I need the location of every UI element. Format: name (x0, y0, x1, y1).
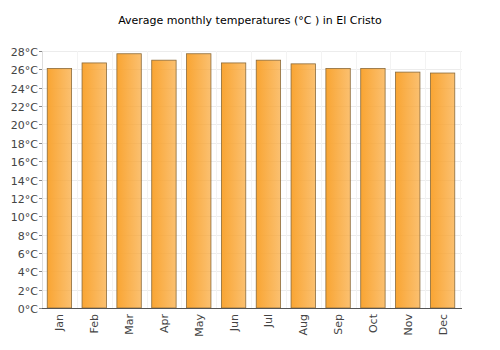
x-tick-label: Nov (402, 314, 415, 336)
x-tick-label: Jul (262, 314, 275, 328)
x-tick-label: Apr (158, 314, 171, 334)
bar (82, 63, 106, 308)
x-tick-label: Oct (367, 313, 380, 333)
y-tick-label: 22°C (11, 101, 38, 114)
y-tick (39, 88, 42, 89)
y-tick-label: 16°C (11, 156, 38, 169)
grid-line-vertical (42, 51, 43, 308)
y-tick-label: 26°C (11, 64, 38, 77)
grid-line-vertical (286, 51, 287, 308)
grid-line (42, 308, 462, 309)
bar (256, 60, 280, 308)
grid-line-vertical (425, 51, 426, 308)
x-tick-label: Jun (228, 314, 241, 332)
y-tick-label: 6°C (18, 248, 38, 261)
y-tick (39, 290, 42, 291)
grid-line-vertical (356, 51, 357, 308)
y-tick-label: 14°C (11, 175, 38, 188)
y-tick (39, 271, 42, 272)
bar (291, 64, 315, 308)
bar (152, 60, 176, 308)
x-tick-label: May (193, 314, 206, 337)
y-tick (39, 198, 42, 199)
y-tick-label: 12°C (11, 193, 38, 206)
y-tick (39, 69, 42, 70)
y-tick-label: 8°C (18, 230, 38, 243)
bar (221, 63, 245, 308)
bar (117, 54, 141, 308)
grid-line-vertical (216, 51, 217, 308)
bar (47, 68, 71, 308)
x-tick-label: Aug (297, 314, 310, 335)
grid-line-vertical (112, 51, 113, 308)
bars (47, 54, 455, 308)
chart-container: Average monthly temperatures (°C ) in El… (0, 0, 500, 350)
x-tick-label: Dec (437, 314, 450, 335)
x-tick-label: Jan (53, 314, 66, 332)
y-tick (39, 106, 42, 107)
y-tick (39, 143, 42, 144)
grid-line-vertical (77, 51, 78, 308)
y-tick-label: 10°C (11, 211, 38, 224)
chart: Average monthly temperatures (°C ) in El… (0, 0, 500, 350)
y-axis (42, 51, 43, 308)
grid-line-vertical (321, 51, 322, 308)
x-axis (42, 308, 462, 309)
x-tick-label: Mar (123, 314, 136, 335)
y-tick (39, 235, 42, 236)
grid-line-vertical (251, 51, 252, 308)
bar (326, 68, 350, 308)
grid-line-vertical (181, 51, 182, 308)
bar (187, 54, 211, 308)
x-tick-label: Feb (88, 314, 101, 333)
bar (361, 68, 385, 308)
y-tick (39, 253, 42, 254)
x-tick-label: Sep (332, 314, 345, 335)
y-tick-label: 24°C (11, 83, 38, 96)
y-tick-label: 28°C (11, 46, 38, 59)
y-tick-label: 2°C (18, 285, 38, 298)
grid-line-vertical (147, 51, 148, 308)
y-tick-label: 20°C (11, 119, 38, 132)
y-tick-label: 0°C (18, 303, 38, 316)
y-tick (39, 216, 42, 217)
y-tick (39, 124, 42, 125)
grid-line-vertical (460, 51, 461, 308)
y-tick (39, 180, 42, 181)
y-tick-label: 4°C (18, 266, 38, 279)
y-tick (39, 161, 42, 162)
bar (396, 72, 420, 308)
grid-line-vertical (390, 51, 391, 308)
y-tick (39, 51, 42, 52)
y-tick-label: 18°C (11, 138, 38, 151)
y-tick (39, 308, 42, 309)
title: Average monthly temperatures (°C ) in El… (118, 14, 382, 27)
bar (430, 73, 454, 308)
